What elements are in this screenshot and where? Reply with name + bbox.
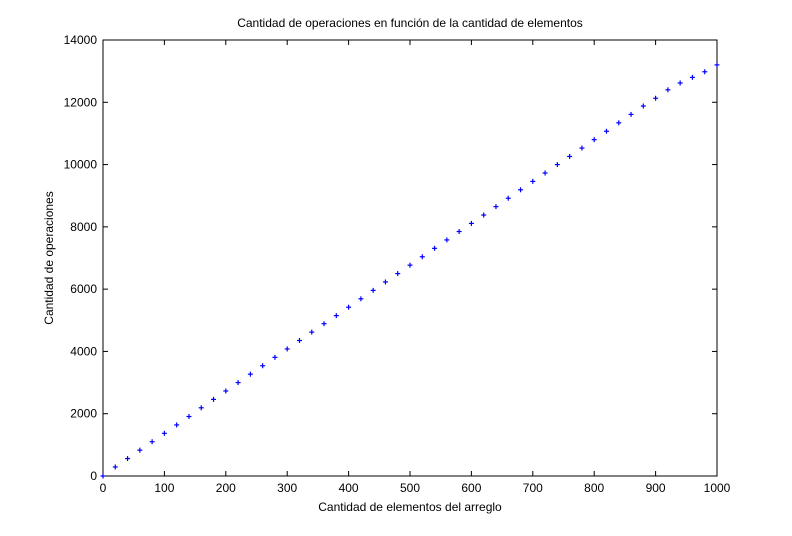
data-point bbox=[689, 74, 695, 80]
x-tick-label: 0 bbox=[100, 481, 107, 495]
data-point bbox=[296, 338, 302, 344]
data-point bbox=[333, 313, 339, 319]
data-point bbox=[554, 162, 560, 168]
y-tick-label: 2000 bbox=[70, 407, 97, 421]
data-point bbox=[591, 137, 597, 143]
data-point bbox=[542, 170, 548, 176]
data-point bbox=[186, 414, 192, 420]
y-tick-label: 12000 bbox=[64, 95, 98, 109]
data-point bbox=[407, 262, 413, 268]
data-point bbox=[125, 456, 131, 462]
data-point bbox=[161, 430, 167, 436]
y-axis-ticks: 0 2000 4000 6000 8000 10000 12000 14000 bbox=[64, 33, 717, 483]
y-tick-label: 8000 bbox=[70, 220, 97, 234]
x-axis-ticks: 0 100 200 300 400 500 600 700 800 900 1000 bbox=[100, 40, 731, 495]
y-tick-label: 4000 bbox=[70, 344, 97, 358]
x-tick-label: 300 bbox=[277, 481, 297, 495]
data-point bbox=[370, 287, 376, 293]
data-point bbox=[247, 371, 253, 377]
data-point bbox=[137, 447, 143, 453]
data-point bbox=[579, 145, 585, 151]
data-point bbox=[714, 62, 720, 68]
y-tick-label: 6000 bbox=[70, 282, 97, 296]
y-tick-label: 14000 bbox=[64, 33, 98, 47]
y-tick-label: 10000 bbox=[64, 158, 98, 172]
x-tick-label: 600 bbox=[461, 481, 481, 495]
data-point bbox=[616, 120, 622, 126]
x-tick-label: 700 bbox=[523, 481, 543, 495]
data-point bbox=[518, 187, 524, 193]
plot-area bbox=[102, 39, 718, 477]
data-point bbox=[505, 195, 511, 201]
data-point bbox=[235, 380, 241, 386]
data-point bbox=[284, 346, 290, 352]
data-point bbox=[174, 422, 180, 428]
data-point bbox=[530, 178, 536, 184]
data-point bbox=[223, 388, 229, 394]
chart-title: Cantidad de operaciones en función de la… bbox=[237, 16, 583, 30]
data-point bbox=[481, 212, 487, 218]
data-point bbox=[309, 329, 315, 335]
data-point bbox=[456, 229, 462, 235]
x-axis-label: Cantidad de elementos del arreglo bbox=[318, 500, 502, 514]
x-tick-label: 200 bbox=[216, 481, 236, 495]
data-point bbox=[395, 271, 401, 277]
data-point bbox=[640, 103, 646, 109]
data-point bbox=[628, 111, 634, 117]
data-point bbox=[211, 396, 217, 402]
data-point bbox=[653, 95, 659, 101]
x-tick-label: 800 bbox=[584, 481, 604, 495]
data-point bbox=[272, 354, 278, 360]
x-tick-label: 400 bbox=[339, 481, 359, 495]
data-point bbox=[382, 279, 388, 285]
data-point bbox=[149, 439, 155, 445]
x-tick-label: 900 bbox=[646, 481, 666, 495]
data-point bbox=[702, 69, 708, 75]
x-tick-label: 500 bbox=[400, 481, 420, 495]
data-point bbox=[321, 321, 327, 327]
data-point bbox=[419, 254, 425, 260]
y-axis-label: Cantidad de operaciones bbox=[42, 191, 56, 324]
data-point bbox=[444, 237, 450, 243]
data-point bbox=[665, 87, 671, 93]
data-point bbox=[432, 245, 438, 251]
data-point bbox=[677, 80, 683, 86]
y-tick-label: 0 bbox=[90, 469, 97, 483]
data-point bbox=[493, 204, 499, 210]
data-point bbox=[603, 128, 609, 134]
x-tick-label: 100 bbox=[154, 481, 174, 495]
data-point bbox=[346, 304, 352, 310]
data-points bbox=[100, 62, 720, 479]
data-point bbox=[198, 405, 204, 411]
data-point bbox=[567, 153, 573, 159]
data-point bbox=[260, 363, 266, 369]
data-point bbox=[468, 220, 474, 226]
x-tick-label: 1000 bbox=[704, 481, 731, 495]
data-point bbox=[100, 473, 106, 479]
data-point bbox=[358, 296, 364, 302]
data-point bbox=[112, 464, 118, 470]
